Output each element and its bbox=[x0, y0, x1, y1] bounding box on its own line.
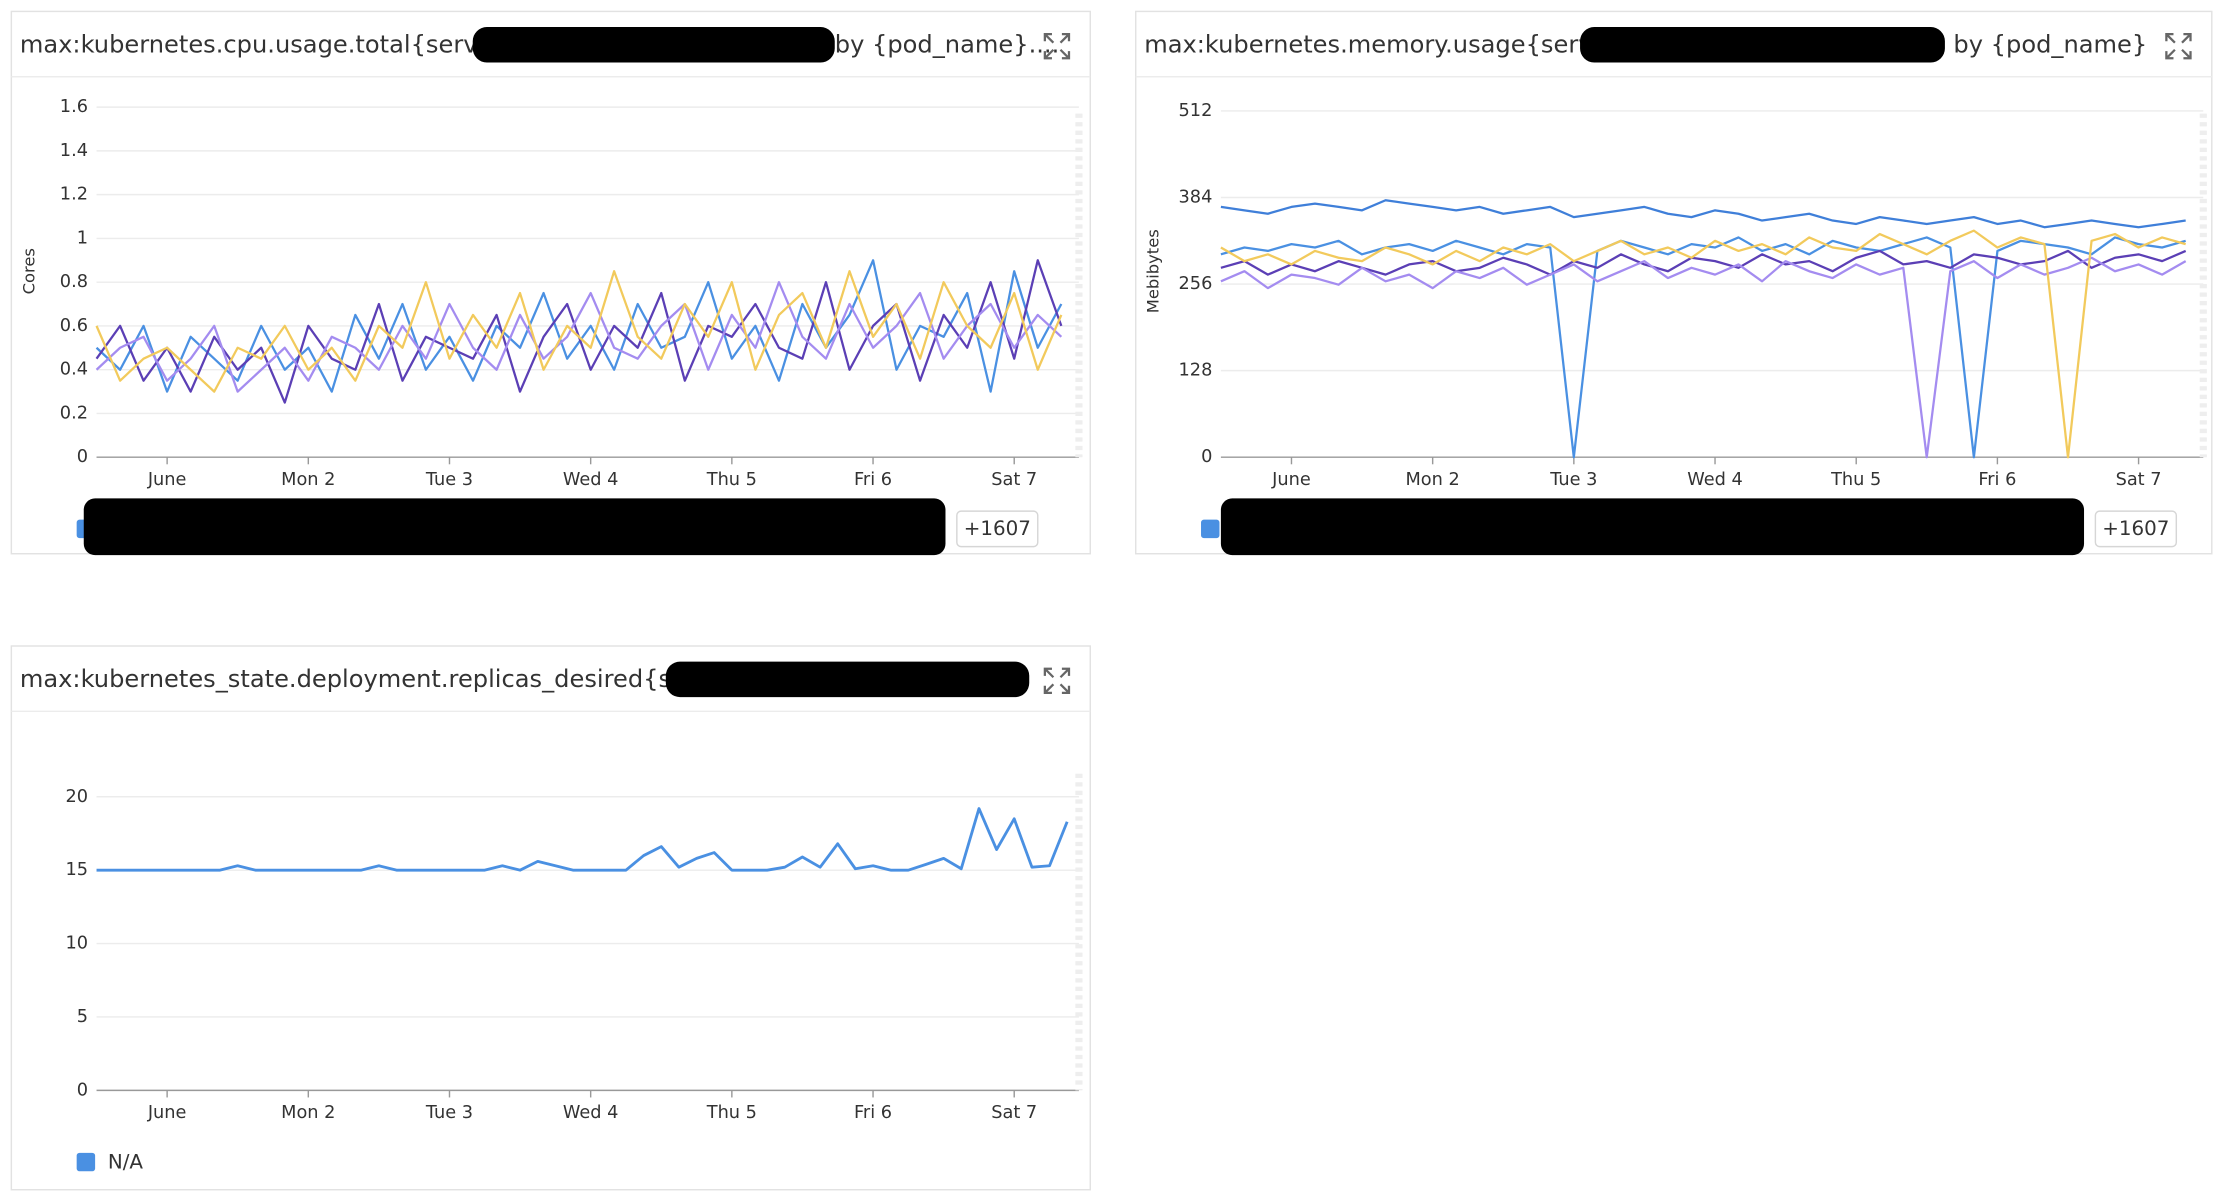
y-tick-label: 0 bbox=[1201, 447, 1212, 467]
panel bbox=[10, 645, 1091, 1191]
x-tick-label: Sat 7 bbox=[2116, 470, 2162, 490]
legend-more-button[interactable] bbox=[2094, 510, 2178, 548]
redaction bbox=[83, 498, 946, 556]
y-tick-label: 0 bbox=[77, 1080, 88, 1100]
chart-title-suffix: by {pod_name}.... bbox=[835, 31, 1060, 59]
panel bbox=[1135, 10, 2213, 555]
x-tick-label: Tue 3 bbox=[425, 1103, 473, 1123]
expand-icon[interactable] bbox=[1043, 33, 1071, 60]
legend-more[interactable]: +1607 bbox=[964, 517, 1031, 540]
redaction bbox=[1220, 498, 2085, 556]
expand-icon[interactable] bbox=[1043, 667, 1071, 694]
y-tick-label: 15 bbox=[65, 860, 88, 880]
series-line bbox=[95, 281, 1063, 393]
x-tick-label: Tue 3 bbox=[425, 470, 473, 490]
y-axis-label: Cores bbox=[19, 248, 38, 294]
y-tick-label: 1.4 bbox=[60, 141, 88, 161]
x-tick-label: Thu 5 bbox=[706, 470, 757, 490]
legend-label: N/A bbox=[108, 1150, 144, 1173]
x-tick-label: Thu 5 bbox=[1830, 470, 1881, 490]
series-line bbox=[96, 807, 1069, 872]
y-tick-label: 1 bbox=[77, 228, 88, 248]
y-axis-label: Mebibytes bbox=[1144, 229, 1163, 313]
x-tick-label: Sat 7 bbox=[991, 1103, 1037, 1123]
x-tick-label: Fri 6 bbox=[1978, 470, 2016, 490]
series-line bbox=[1220, 256, 2187, 459]
redaction bbox=[665, 661, 1030, 698]
y-tick-label: 512 bbox=[1179, 101, 1213, 121]
redaction bbox=[472, 27, 835, 63]
x-tick-label: Mon 2 bbox=[281, 470, 335, 490]
series-line bbox=[1220, 229, 2186, 459]
expand-icon[interactable] bbox=[2165, 33, 2192, 60]
x-tick-label: Mon 2 bbox=[281, 1103, 335, 1123]
y-tick-label: 0.8 bbox=[60, 272, 88, 292]
legend-swatch bbox=[76, 1152, 96, 1172]
chart-title: max:kubernetes.cpu.usage.total{service: bbox=[20, 31, 521, 59]
x-tick-label: June bbox=[1271, 470, 1311, 490]
y-tick-label: 384 bbox=[1179, 188, 1213, 208]
y-tick-label: 0 bbox=[77, 447, 88, 467]
series-line bbox=[1220, 199, 2186, 229]
legend-more[interactable]: +1607 bbox=[2102, 517, 2169, 540]
series-line bbox=[1220, 249, 2187, 276]
x-tick-label: Fri 6 bbox=[854, 1103, 892, 1123]
y-tick-label: 10 bbox=[65, 934, 88, 954]
y-tick-label: 0.4 bbox=[60, 360, 88, 380]
series-line bbox=[95, 270, 1063, 393]
chart-title: max:kubernetes_state.deployment.replicas… bbox=[20, 665, 730, 693]
series-line bbox=[95, 259, 1063, 393]
x-tick-label: June bbox=[147, 1103, 187, 1123]
y-tick-label: 1.6 bbox=[60, 97, 88, 117]
x-tick-label: Wed 4 bbox=[563, 470, 619, 490]
x-tick-label: Tue 3 bbox=[1549, 470, 1597, 490]
x-tick-label: Wed 4 bbox=[1687, 470, 1743, 490]
y-tick-label: 0.6 bbox=[60, 316, 88, 336]
y-tick-label: 0.2 bbox=[60, 403, 88, 423]
y-tick-label: 256 bbox=[1179, 274, 1213, 294]
x-tick-label: Sat 7 bbox=[991, 470, 1037, 490]
x-tick-label: June bbox=[147, 470, 187, 490]
x-tick-label: Fri 6 bbox=[854, 470, 892, 490]
y-tick-label: 128 bbox=[1179, 361, 1213, 381]
y-tick-label: 20 bbox=[65, 787, 88, 807]
legend-swatch bbox=[1201, 519, 1220, 539]
redaction bbox=[1580, 27, 1945, 63]
y-tick-label: 5 bbox=[77, 1007, 88, 1027]
x-tick-label: Thu 5 bbox=[706, 1103, 757, 1123]
legend-more-button[interactable] bbox=[956, 510, 1039, 548]
chart-title-suffix: by {pod_name} bbox=[1953, 31, 2147, 59]
y-tick-label: 1.2 bbox=[60, 185, 88, 205]
x-tick-label: Wed 4 bbox=[563, 1103, 619, 1123]
x-tick-label: Mon 2 bbox=[1406, 470, 1460, 490]
chart-title: max:kubernetes.memory.usage{service bbox=[1144, 31, 1627, 59]
